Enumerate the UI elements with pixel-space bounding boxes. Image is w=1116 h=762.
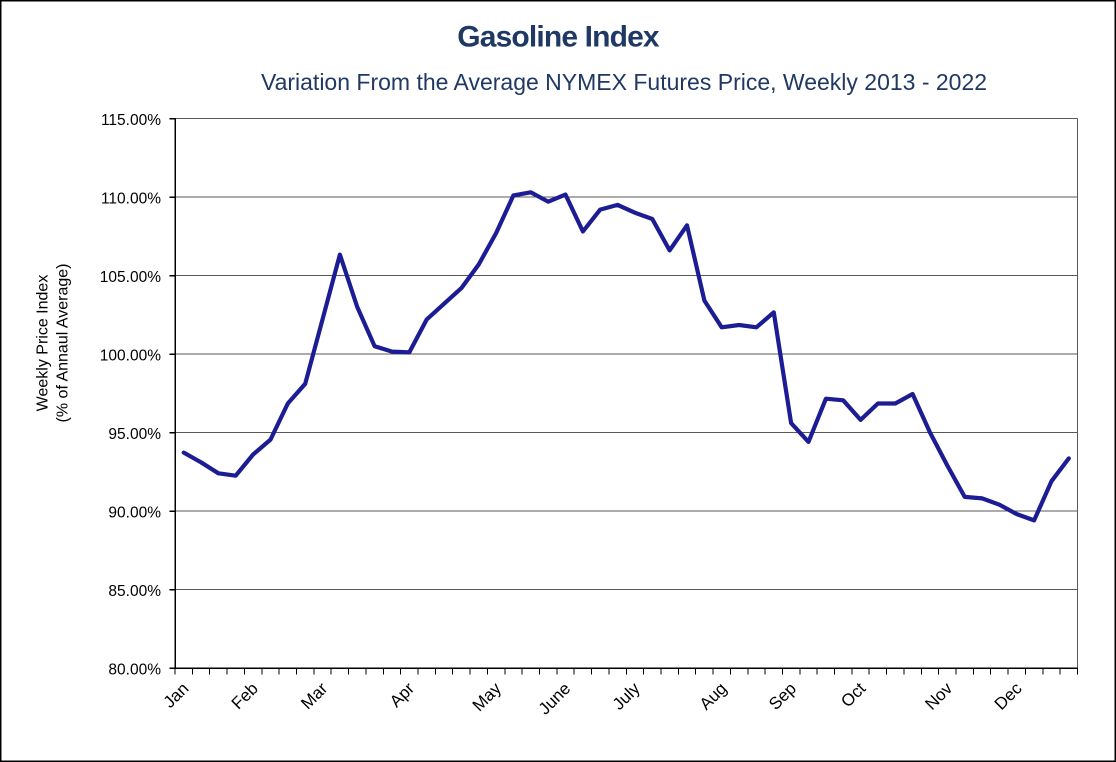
- svg-text:Gasoline Index: Gasoline Index: [457, 21, 660, 54]
- svg-text:100.00%: 100.00%: [100, 348, 161, 365]
- svg-text:105.00%: 105.00%: [100, 269, 161, 286]
- svg-text:110.00%: 110.00%: [101, 191, 161, 208]
- svg-text:90.00%: 90.00%: [108, 505, 161, 522]
- svg-text:85.00%: 85.00%: [108, 583, 161, 600]
- svg-text:80.00%: 80.00%: [108, 662, 161, 679]
- svg-text:115.00%: 115.00%: [101, 112, 161, 129]
- svg-text:(% of Annaul Average): (% of Annaul Average): [55, 264, 72, 423]
- svg-text:Variation From the Average NYM: Variation From the Average NYMEX Futures…: [261, 69, 987, 95]
- svg-text:Weekly Price Index: Weekly Price Index: [35, 275, 52, 412]
- svg-text:95.00%: 95.00%: [108, 426, 161, 443]
